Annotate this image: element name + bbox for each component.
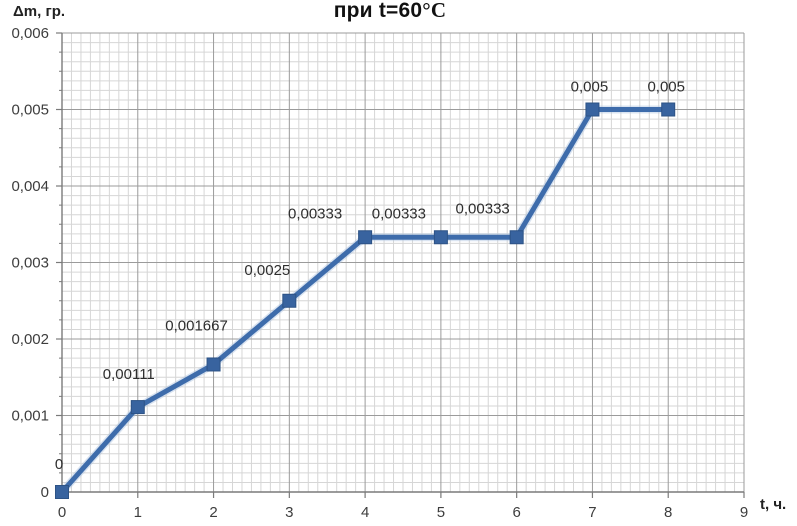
y-axis-title: Δm, гр. (13, 3, 66, 20)
y-tick-label: 0,001 (11, 408, 49, 425)
data-point-label: 0,005 (571, 79, 609, 96)
data-point-marker (509, 230, 524, 245)
data-point-marker (585, 102, 600, 117)
y-tick-label: 0,003 (11, 255, 49, 272)
data-point-label: 0,00333 (456, 200, 510, 217)
data-point-label: 0,0025 (244, 262, 290, 279)
data-point-label: 0,00111 (103, 366, 155, 383)
x-tick-label: 5 (437, 504, 445, 521)
data-point-label: 0,00333 (372, 205, 426, 222)
data-point-label: 0,005 (647, 79, 685, 96)
data-point-marker (282, 293, 297, 308)
x-tick-label: 0 (58, 504, 66, 521)
x-tick-label: 6 (512, 504, 520, 521)
chart-title-main: при t=60 (333, 0, 423, 22)
y-tick-label: 0 (41, 484, 49, 501)
data-point-marker (661, 102, 676, 117)
data-point-marker (358, 230, 373, 245)
x-tick-label: 8 (664, 504, 672, 521)
x-tick-label: 3 (285, 504, 293, 521)
chart-title: при t=60°C (50, 0, 730, 23)
y-tick-label: 0,004 (11, 178, 49, 195)
data-point-marker (206, 357, 221, 372)
chart-title-degree-unit: °C (422, 0, 447, 22)
data-point-marker (55, 485, 69, 499)
data-point-label: 0,00333 (288, 205, 342, 222)
x-tick-label: 9 (740, 504, 748, 521)
x-tick-label: 1 (134, 504, 142, 521)
x-tick-label: 2 (209, 504, 217, 521)
data-point-label: 0,001667 (165, 317, 228, 334)
y-tick-label: 0,006 (11, 25, 49, 42)
x-axis-title: t, ч. (760, 496, 787, 513)
y-tick-label: 0,002 (11, 331, 49, 348)
x-tick-label: 4 (361, 504, 369, 521)
y-tick-label: 0,005 (11, 102, 49, 119)
data-point-label: 0 (55, 456, 63, 473)
data-point-marker (130, 400, 145, 415)
x-tick-label: 7 (588, 504, 596, 521)
data-point-marker (433, 230, 448, 245)
